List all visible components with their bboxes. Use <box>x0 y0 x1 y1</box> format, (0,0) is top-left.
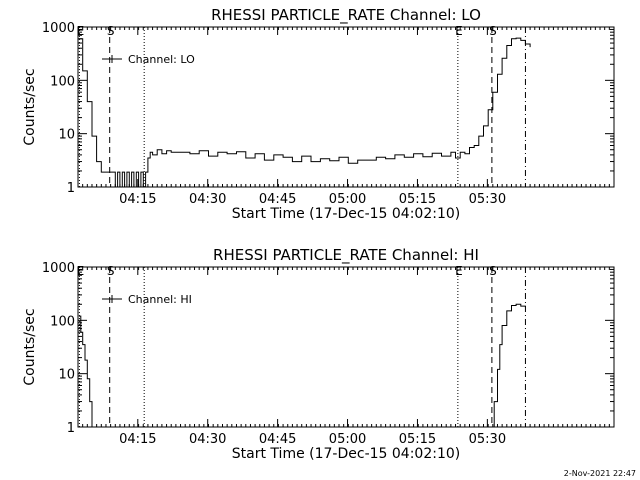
footer-timestamp: 2-Nov-2021 22:47 <box>563 469 636 478</box>
x-tick-label: 05:30 <box>469 192 506 207</box>
legend-label: Channel: HI <box>128 293 192 306</box>
y-tick-label: 1000 <box>42 261 75 276</box>
chart-title-1: RHESSI PARTICLE_RATE Channel: LO <box>211 6 481 25</box>
y-tick-label: 10 <box>58 128 75 143</box>
y-tick-label: 10 <box>58 368 75 383</box>
x-tick-label: 04:30 <box>189 192 226 207</box>
x-tick-label: 04:45 <box>259 192 296 207</box>
series-line-lo-segment-1 <box>78 37 531 188</box>
event-marker-label: E <box>455 24 463 38</box>
series-line-hi-segment-1 <box>78 315 93 427</box>
event-marker-label: E <box>77 24 85 38</box>
y-axis-label: Counts/sec <box>22 308 38 385</box>
y-tick-label: 100 <box>50 314 75 329</box>
series-line-hi-segment-2 <box>491 303 526 428</box>
legend-label: Channel: LO <box>128 53 195 66</box>
plot-frame <box>77 26 615 188</box>
event-marker-label: E <box>77 264 85 278</box>
x-axis-label: Start Time (17-Dec-15 04:02:10) <box>232 206 460 222</box>
event-marker-label: E <box>455 264 463 278</box>
x-axis-label: Start Time (17-Dec-15 04:02:10) <box>232 446 460 462</box>
y-axis-label: Counts/sec <box>22 68 38 145</box>
x-tick-label: 05:15 <box>399 432 436 447</box>
x-tick-label: 04:15 <box>119 432 156 447</box>
chart-title-2: RHESSI PARTICLE_RATE Channel: HI <box>213 246 479 265</box>
y-tick-label: 1 <box>67 181 75 196</box>
plot-frame <box>77 266 615 428</box>
event-marker-label: S <box>107 264 115 278</box>
event-marker-label: S <box>489 264 497 278</box>
event-marker-label: S <box>107 24 115 38</box>
y-tick-label: 100 <box>50 74 75 89</box>
x-tick-label: 04:15 <box>119 192 156 207</box>
x-tick-label: 04:30 <box>189 432 226 447</box>
y-tick-label: 1000 <box>42 21 75 36</box>
event-marker-label: S <box>489 24 497 38</box>
x-tick-label: 05:15 <box>399 192 436 207</box>
x-tick-label: 05:00 <box>329 192 366 207</box>
x-tick-label: 05:00 <box>329 432 366 447</box>
x-tick-label: 04:45 <box>259 432 296 447</box>
x-tick-label: 05:30 <box>469 432 506 447</box>
y-tick-label: 1 <box>67 421 75 436</box>
